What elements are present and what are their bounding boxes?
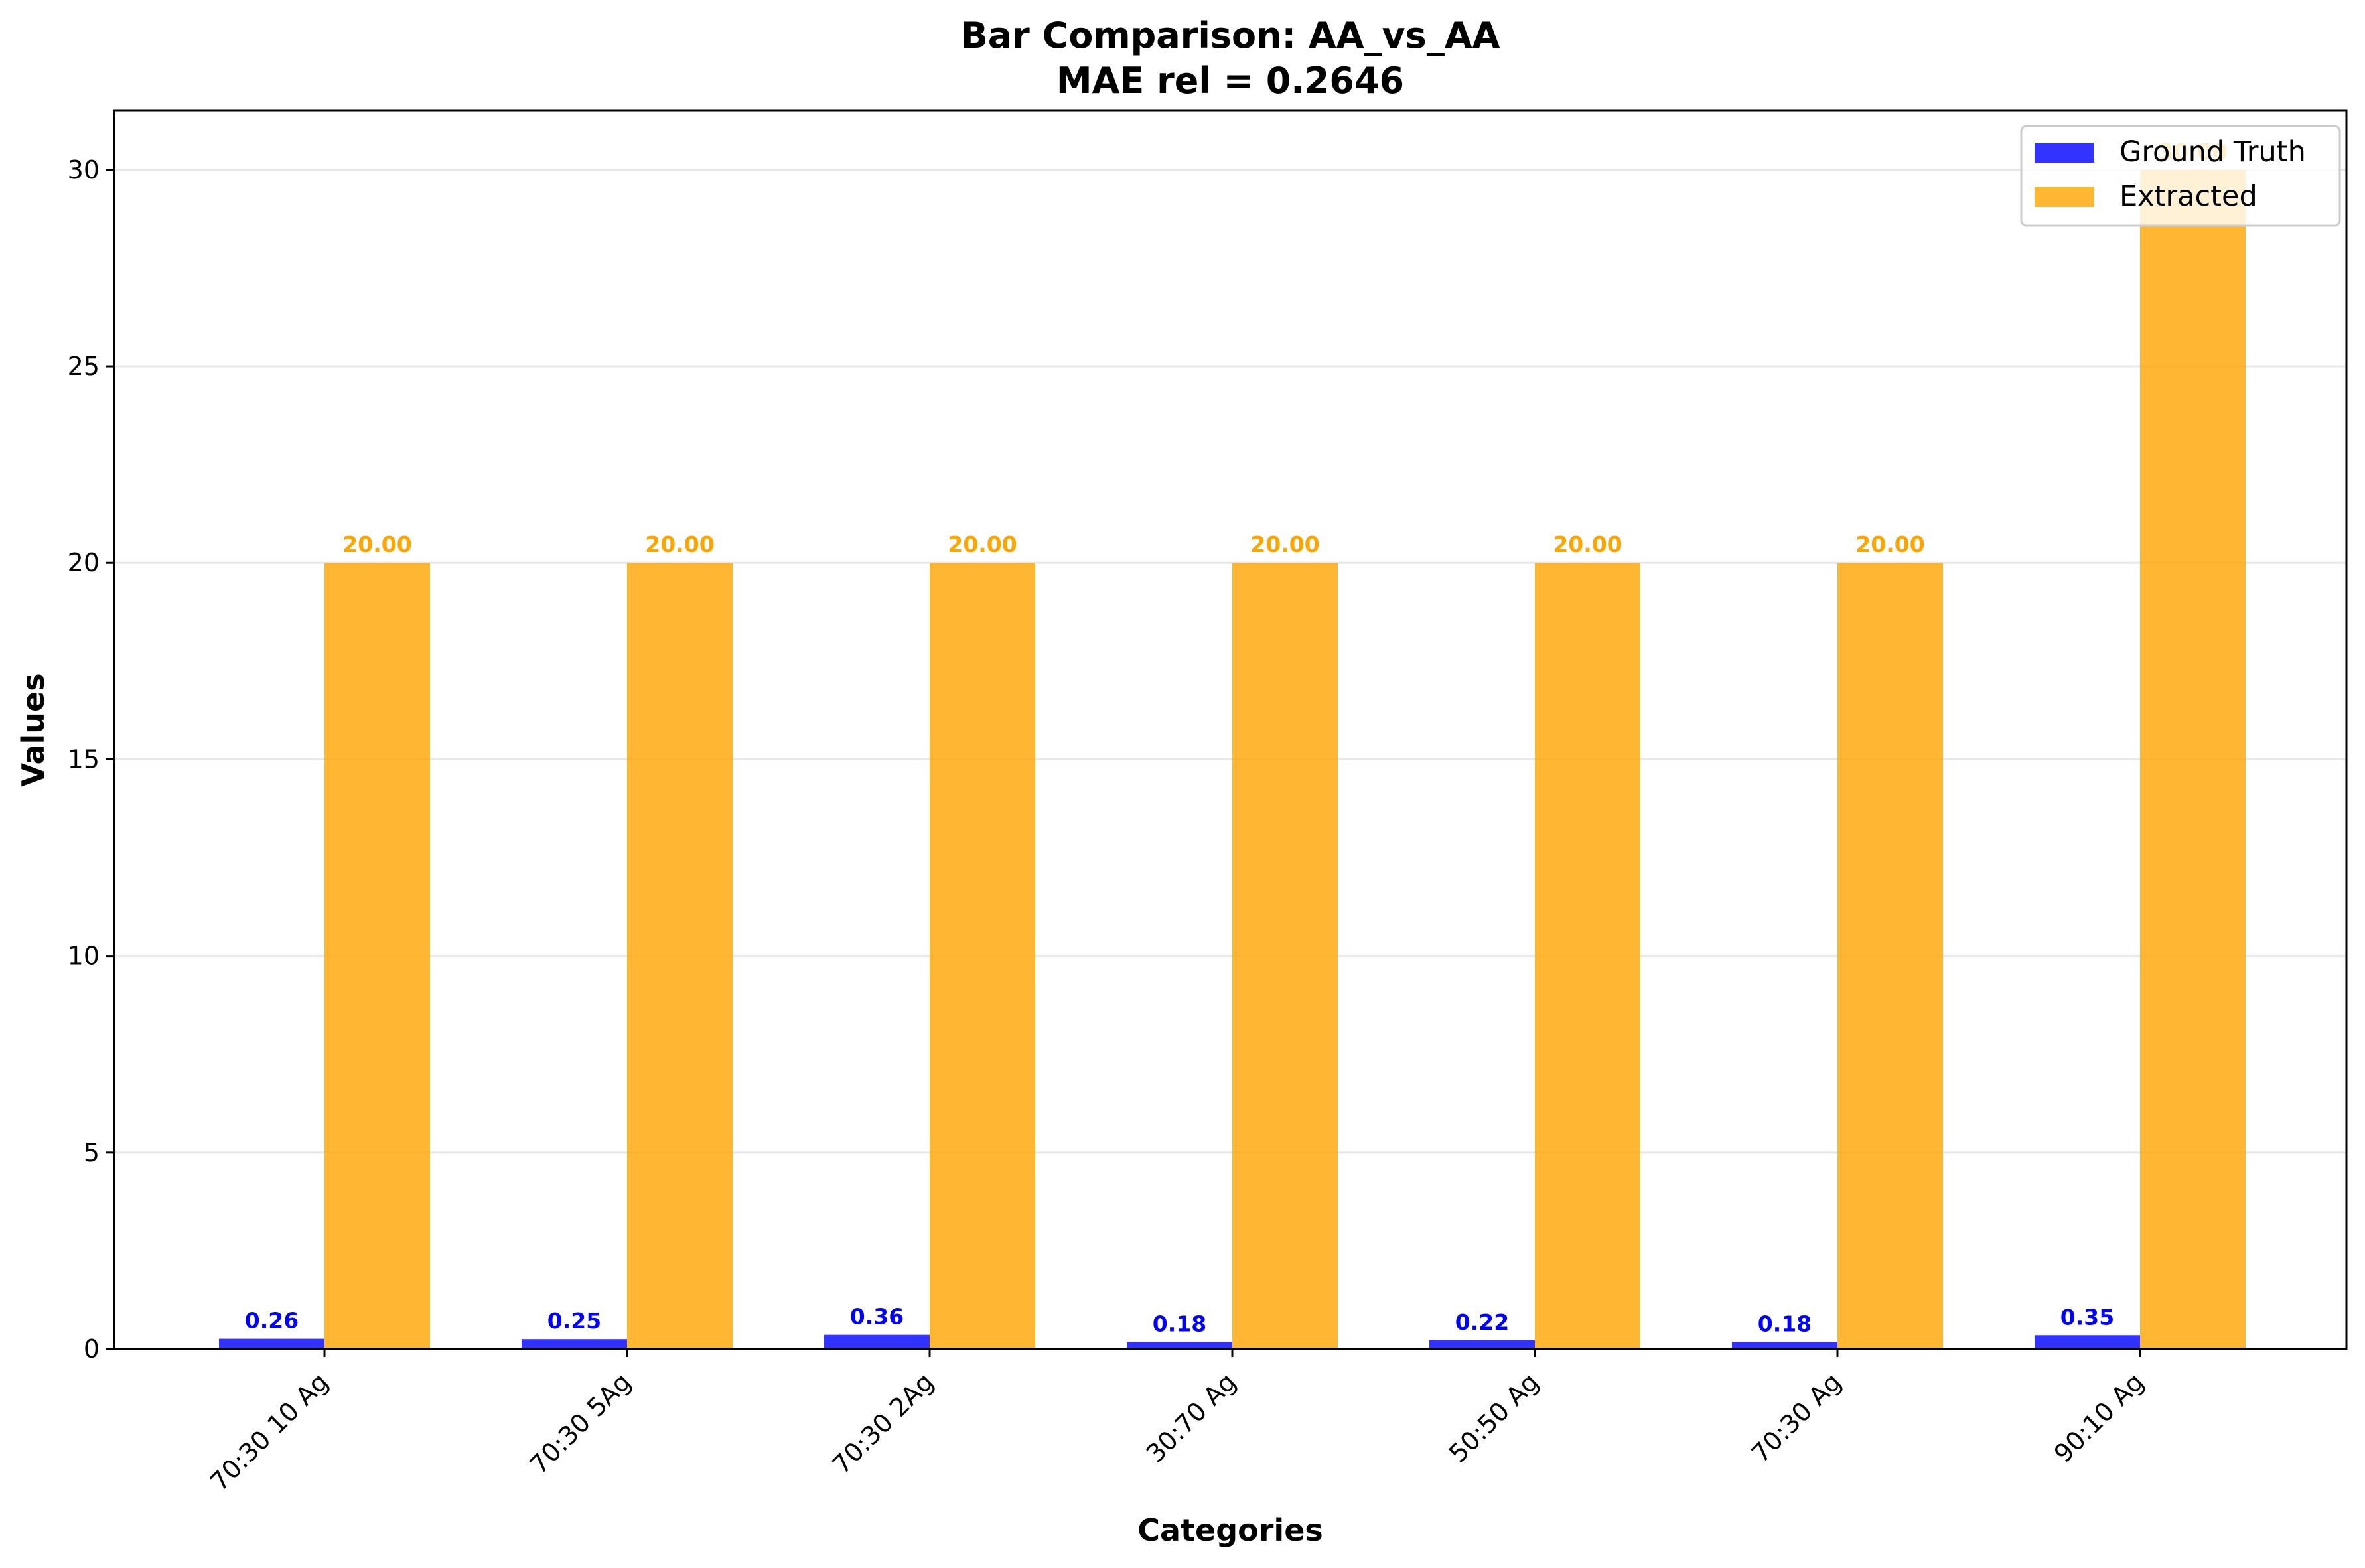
bar-value-label: 20.00 (645, 532, 714, 557)
bar-labels: 0.26 20.00 0.25 20.00 0.36 20.00 0.18 20.00 0.22… (245, 139, 2228, 1336)
legend-swatch-ground-truth (2035, 143, 2094, 163)
x-axis-label: Categories (1137, 1512, 1323, 1548)
y-tick-label: 0 (84, 1334, 100, 1364)
chart-title: Bar Comparison: AA_vs_AA (961, 15, 1500, 56)
y-axis-label: Values (15, 673, 51, 786)
y-tick-label: 5 (84, 1138, 100, 1167)
bar-value-label: 0.26 (245, 1308, 299, 1334)
bar-extracted (1535, 563, 1640, 1350)
bar-ground-truth (1732, 1342, 1837, 1349)
bar-value-label: 0.18 (1758, 1311, 1812, 1336)
bar-ground-truth (2035, 1335, 2140, 1349)
bar-value-label: 0.25 (547, 1308, 601, 1334)
bar-value-label: 0.35 (2060, 1304, 2114, 1330)
bar-ground-truth (824, 1334, 930, 1349)
legend-label-extracted: Extracted (2119, 180, 2258, 213)
bar-extracted (930, 563, 1035, 1350)
bar-extracted (324, 563, 430, 1350)
bar-value-label: 20.00 (1250, 532, 1319, 557)
bar-extracted (1232, 563, 1338, 1350)
y-tick-label: 15 (68, 745, 100, 774)
y-tick-label: 25 (68, 352, 100, 381)
bar-value-label: 0.18 (1153, 1311, 1206, 1336)
bar-ground-truth (522, 1339, 627, 1349)
plot-area-frame (113, 109, 2348, 1350)
legend-box (2020, 125, 2341, 227)
bar-ground-truth (1429, 1340, 1535, 1349)
bar-extracted (1837, 563, 1943, 1350)
bar-value-label: 20.00 (1855, 532, 1924, 557)
bar-value-label: 0.36 (850, 1304, 904, 1330)
bar-value-label: 20.00 (948, 532, 1017, 557)
legend-label-ground-truth: Ground Truth (2119, 135, 2306, 169)
bar-extracted (2140, 169, 2246, 1349)
bar-ground-truth (219, 1338, 324, 1349)
y-axis-ticks: 0 5 10 15 20 25 30 (68, 155, 114, 1364)
chart-subtitle: MAE rel = 0.2646 (1056, 60, 1404, 102)
bar-value-label: 20.00 (342, 532, 411, 557)
bars (219, 169, 2246, 1350)
y-tick-label: 10 (68, 942, 100, 971)
y-tick-label: 30 (68, 155, 100, 184)
bar-extracted (627, 563, 733, 1350)
legend: Ground Truth Extracted (2020, 125, 2341, 227)
bar-ground-truth (1127, 1342, 1232, 1349)
y-tick-label: 20 (68, 548, 100, 577)
legend-swatch-extracted (2035, 187, 2094, 207)
bar-value-label: 20.00 (1553, 532, 1622, 557)
bar-value-label: 0.22 (1455, 1309, 1509, 1335)
